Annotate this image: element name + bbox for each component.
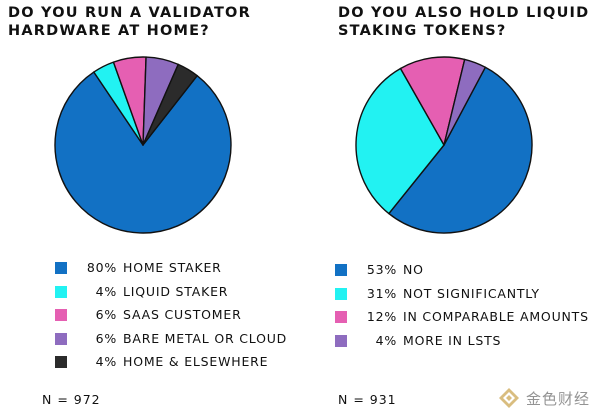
pie-slice-no <box>388 66 533 234</box>
legend-swatch <box>335 311 347 323</box>
legend-swatch <box>335 334 347 347</box>
legend-label: IN COMPARABLE AMOUNTS <box>403 309 589 324</box>
pie-slice-not-significantly <box>355 67 445 215</box>
watermark: 金色财经 <box>498 386 590 410</box>
legend-item-home-staker: 80% HOME STAKER <box>55 259 315 277</box>
legend-swatch <box>55 309 67 321</box>
pie-slice-home-staker <box>54 71 232 234</box>
legend-swatch <box>55 285 67 298</box>
chart-title: DO YOU ALSO HOLD LIQUID STAKING TOKENS? <box>338 5 590 39</box>
legend-label: MORE IN LSTS <box>403 332 502 348</box>
gold-diamond-logo-icon <box>498 388 519 408</box>
sample-size: N = 931 <box>338 392 397 407</box>
legend-item-not-significantly: 31% NOT SIGNIFICANTLY <box>335 285 595 303</box>
chart-title: DO YOU RUN A VALIDATOR HARDWARE AT HOME? <box>8 5 251 39</box>
legend-value: 6% <box>95 307 117 322</box>
pie-slice-home-and-elsewhere <box>142 63 198 146</box>
pie-slice-more-in-lsts <box>443 58 487 146</box>
legend-item-saas-customer: 6% SAAS CUSTOMER <box>55 306 315 324</box>
legend-label: HOME & ELSEWHERE <box>123 354 269 369</box>
legend-item-liquid-staker: 4% LIQUID STAKER <box>55 283 315 301</box>
pie-chart-liquid-staking-tokens: DO YOU ALSO HOLD LIQUID STAKING TOKENS? … <box>300 0 600 418</box>
legend-label: LIQUID STAKER <box>123 283 229 299</box>
legend-swatch <box>335 287 347 300</box>
legend-item-bare-metal-or-cloud: 6% BARE METAL OR CLOUD <box>55 330 315 348</box>
legend-value: 4% <box>95 354 117 369</box>
legend-value: 4% <box>375 332 397 348</box>
legend-swatch <box>55 332 67 345</box>
watermark-text: 金色财经 <box>525 389 590 408</box>
legend-label: HOME STAKER <box>123 260 222 275</box>
pie-plot <box>355 56 533 234</box>
legend-label: NOT SIGNIFICANTLY <box>403 285 540 301</box>
legend-swatch <box>55 262 67 274</box>
pie-chart-validator-hardware: DO YOU RUN A VALIDATOR HARDWARE AT HOME?… <box>8 5 286 407</box>
legend-swatch <box>55 356 67 368</box>
legend-value: 80% <box>86 260 117 275</box>
legend-label: SAAS CUSTOMER <box>123 307 242 322</box>
legend-value: 6% <box>95 330 117 346</box>
legend-swatch <box>335 264 347 276</box>
legend-label: NO <box>403 262 424 277</box>
legend-value: 53% <box>366 262 397 277</box>
legend-value: 12% <box>366 309 397 324</box>
legend-item-no: 53% NO <box>335 261 595 279</box>
legend-label: BARE METAL OR CLOUD <box>123 330 288 346</box>
sample-size: N = 972 <box>42 392 101 407</box>
legend-item-home-and-elsewhere: 4% HOME & ELSEWHERE <box>55 353 315 371</box>
pie-plot <box>54 56 232 234</box>
legend-value: 31% <box>366 285 397 301</box>
legend-item-in-comparable-amounts: 12% IN COMPARABLE AMOUNTS <box>335 308 595 326</box>
legend-item-more-in-lsts: 4% MORE IN LSTS <box>335 332 595 350</box>
legend-value: 4% <box>95 283 117 299</box>
